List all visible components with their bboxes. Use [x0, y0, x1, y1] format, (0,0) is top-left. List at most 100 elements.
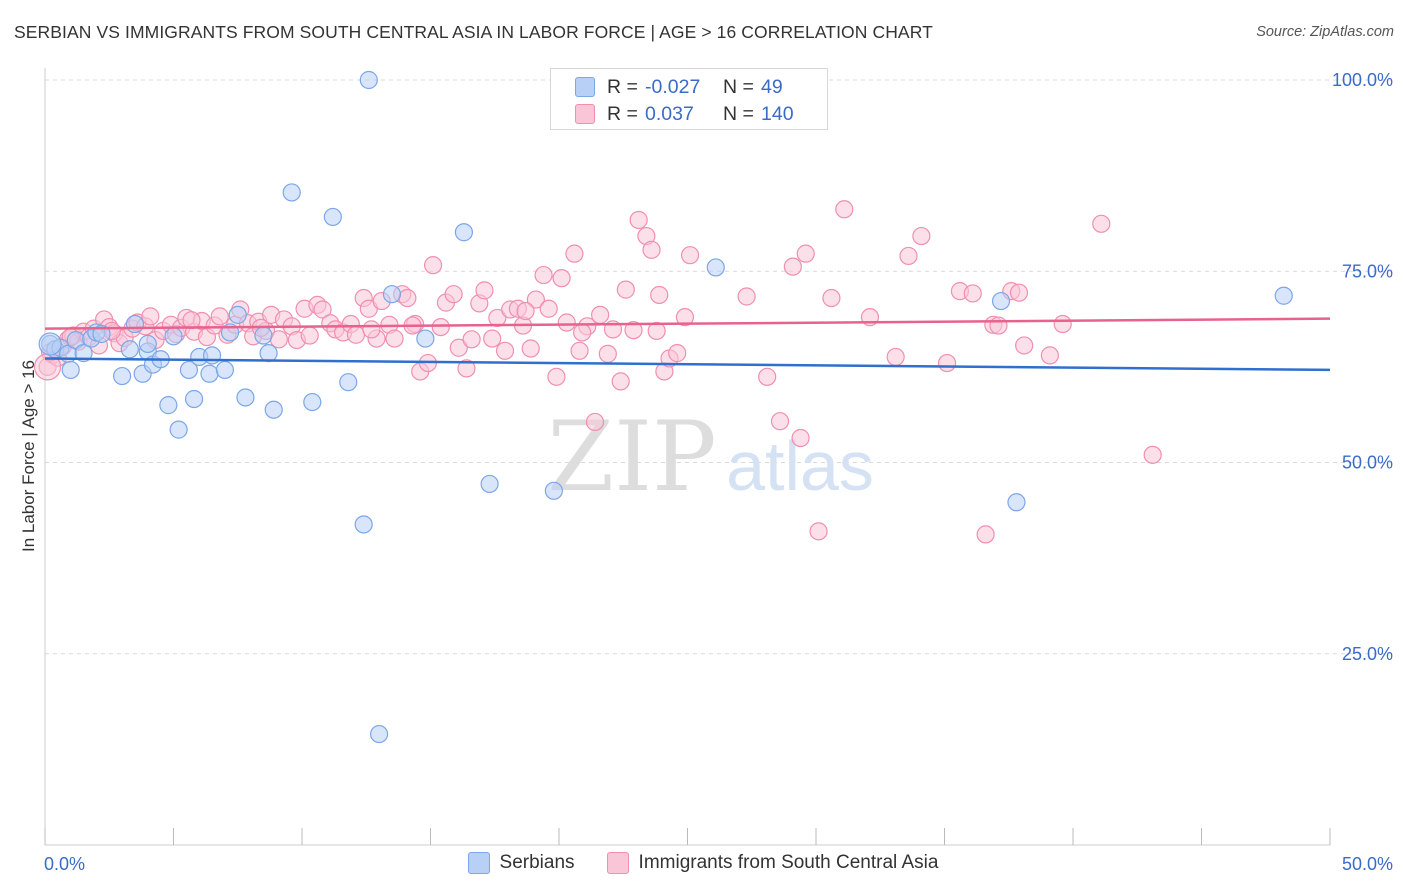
- asia-point: [182, 311, 201, 330]
- asia-point: [431, 317, 450, 337]
- serbians-point: [200, 364, 219, 383]
- n-value: 49: [761, 75, 783, 98]
- asia-trend-line: [44, 317, 1331, 330]
- serbians-point: [480, 474, 499, 494]
- asia-point: [822, 288, 841, 308]
- asia-point: [552, 269, 571, 288]
- serbians-point: [120, 340, 139, 359]
- stats-row-asia: R = 0.037 N = 140: [575, 102, 794, 126]
- r-value: -0.027: [645, 75, 701, 98]
- serbians-point: [228, 305, 247, 324]
- serbians-point: [61, 360, 80, 380]
- serbians-point: [202, 346, 222, 365]
- asia-point: [912, 226, 931, 246]
- serbians-point: [264, 400, 283, 419]
- serbians-point: [138, 334, 157, 354]
- y-tick-label: 100.0%: [1332, 70, 1393, 90]
- asia-point: [989, 316, 1008, 335]
- serbians-point: [254, 326, 273, 345]
- asia-point: [1092, 214, 1111, 233]
- asia-point: [650, 285, 669, 305]
- asia-legend-swatch: [606, 852, 629, 874]
- y-tick-label: 50.0%: [1342, 453, 1393, 473]
- asia-point: [313, 300, 332, 319]
- asia-point: [770, 412, 790, 431]
- asia-point: [449, 338, 468, 357]
- asia-point: [534, 265, 553, 285]
- legend-label-serbians: Serbians: [499, 852, 575, 873]
- asia-point: [362, 320, 381, 339]
- asia-point: [573, 323, 592, 342]
- asia-point: [526, 290, 545, 309]
- serbians-point: [544, 481, 563, 500]
- asia-point: [616, 280, 635, 299]
- asia-point: [791, 428, 810, 448]
- watermark: ZIP atlas: [547, 401, 874, 513]
- asia-point: [624, 321, 643, 340]
- asia-point: [423, 256, 443, 275]
- asia-point: [937, 353, 957, 373]
- asia-point: [1015, 336, 1034, 355]
- serbians-point: [382, 285, 402, 304]
- serbians-point: [354, 515, 373, 534]
- asia-point: [385, 329, 404, 348]
- asia-point: [483, 329, 502, 348]
- asia-point: [668, 344, 687, 363]
- r-value: 0.037: [645, 102, 694, 125]
- asia-point: [675, 308, 695, 327]
- asia-point: [591, 305, 610, 324]
- asia-point: [647, 321, 666, 341]
- serbians-point: [215, 360, 234, 380]
- asia-point: [976, 525, 995, 544]
- asia-point: [1009, 283, 1029, 302]
- asia-point: [783, 257, 802, 276]
- asia-point: [495, 341, 515, 360]
- asia-point: [521, 339, 540, 358]
- serbians-point: [370, 724, 389, 744]
- legend-item-asia[interactable]: Immigrants from South Central Asia: [606, 852, 938, 874]
- asia-point: [210, 307, 229, 326]
- n-label: N =: [723, 75, 754, 98]
- y-tick-label: 25.0%: [1342, 644, 1393, 664]
- stats-row-serbians: R = -0.027 N = 49: [575, 75, 783, 99]
- legend-item-serbians[interactable]: Serbians: [467, 852, 575, 874]
- asia-point: [809, 522, 828, 541]
- trend-lines: [44, 317, 1331, 372]
- serbians-trend-line: [44, 357, 1331, 372]
- serbians-point: [1274, 286, 1293, 305]
- serbians-point: [184, 389, 204, 409]
- asia-point: [141, 307, 160, 326]
- r-label: R =: [607, 75, 638, 98]
- serbians-point: [236, 388, 255, 407]
- serbians-point: [706, 258, 725, 277]
- serbians-point: [323, 207, 342, 227]
- asia-point: [475, 281, 494, 300]
- asia-point: [1040, 346, 1059, 365]
- asia-point: [457, 359, 476, 378]
- serbians-legend-swatch: [467, 852, 490, 874]
- asia-point: [539, 299, 558, 318]
- asia-point: [642, 240, 661, 259]
- serbians-swatch: [575, 77, 595, 97]
- serbians-point: [164, 327, 183, 346]
- asia-swatch: [575, 104, 595, 124]
- source-label: Source: ZipAtlas.com: [1256, 24, 1394, 40]
- asia-point: [444, 285, 463, 304]
- asia-point: [963, 284, 982, 303]
- serbians-point: [303, 392, 322, 412]
- n-value: 140: [761, 102, 794, 125]
- asia-point: [611, 372, 630, 391]
- serbians-point: [92, 324, 111, 344]
- asia-point: [557, 313, 576, 332]
- serbians-point-large: [38, 332, 62, 356]
- axes-layer: 25.0% 50.0% 75.0% 100.0% 0.0% 50.0%: [44, 68, 1393, 874]
- asia-point: [462, 330, 481, 349]
- asia-point: [346, 325, 366, 344]
- serbians-point: [259, 344, 278, 363]
- serbians-point: [112, 366, 132, 386]
- stats-legend: R = -0.027 N = 49 R = 0.037 N = 140: [550, 68, 828, 130]
- serbians-point: [159, 396, 178, 415]
- serbians-point: [74, 344, 93, 363]
- y-tick-label: 75.0%: [1342, 261, 1393, 281]
